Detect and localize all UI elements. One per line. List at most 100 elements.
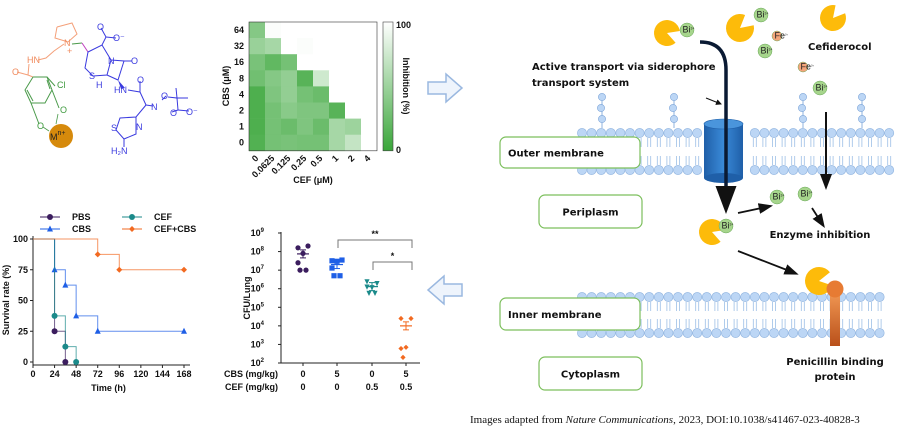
lps-bead [670,115,678,123]
atom-label: N [108,56,115,66]
heatmap-cell [361,38,378,55]
heatmap-cell [313,118,330,135]
x-tick-label: 24 [50,369,60,379]
heatmap-cell [329,86,346,103]
heatmap-cell [249,38,266,55]
cbs-dose: 0 [369,369,374,379]
y-tick-label: 25 [18,326,28,336]
lipid-head [673,165,683,175]
significance-label: ** [371,229,379,239]
porin-channel [704,124,743,178]
heatmap-cell [281,102,298,119]
lipid-head [769,128,779,138]
heatmap-cell [265,70,282,87]
x-tick-label: 144 [155,369,170,379]
y-tick-label: 103 [251,339,265,349]
heatmap-cell [361,118,378,135]
data-point [374,281,380,287]
heatmap-cell [249,86,266,103]
lipid-head [663,165,674,175]
panel-arrows [426,72,464,306]
heatmap-cell [361,86,378,103]
data-point [329,258,335,264]
heatmap-x-tick: 0 [250,153,261,164]
atom-label: H [96,80,103,90]
lipid-head [797,328,808,338]
data-point [181,327,187,334]
lipopolysaccharide [798,93,807,128]
tick-base: 10 [251,228,261,238]
lipid-head [663,128,674,138]
heatmap-cell [265,54,282,71]
data-point [62,281,69,288]
compartment-box-outer-membrane [499,136,641,169]
heatmap-frame [248,21,378,152]
lipid-head [673,128,683,138]
lipid-head [682,165,693,175]
tick-base: 10 [251,339,261,349]
bond [115,104,147,140]
group-4 [398,315,414,361]
heatmap-cell [313,54,330,71]
data-point [398,315,404,322]
lipid-head [615,128,626,138]
binding-arrow [737,250,799,275]
heatmap-cell [329,118,346,135]
atom-label: O⁻ [113,33,125,43]
lipid-head [865,165,875,175]
lipid-head [845,328,856,338]
atom-label: N [151,102,158,112]
ion-charge: 3+ [824,85,828,89]
lipid-head [577,128,587,138]
cef-dose: 0 [300,382,305,392]
left-arrow-icon [426,274,463,306]
compartment-box-cytoplasm [538,356,643,391]
ion-charge: 3+ [769,48,773,52]
significance-bracket [337,239,413,248]
lps-bead [798,104,806,112]
lipid-head [788,328,799,338]
data-point [364,279,370,285]
y-tick-label: 105 [251,302,265,312]
heatmap-cell [345,70,362,87]
line [51,89,60,109]
ion-charge: 3+ [765,12,769,16]
tick-base: 10 [251,284,261,294]
lipid-head [682,328,693,338]
data-point [73,359,80,365]
series-cef-cbs [33,238,187,273]
data-point [366,290,372,296]
bismuth-ion-circle [797,186,813,202]
y-tick-label: 104 [251,321,265,331]
lipid-head [778,165,789,175]
lipid-head [663,328,674,338]
heatmap-cell [345,134,362,152]
survival-step-line [33,238,66,362]
metal-ion-label: Mn+ [50,130,65,142]
bismuth-ion-label: Bi3+ [773,192,785,202]
survival-step-line [33,238,184,271]
x-axis-label: Time (h) [91,383,126,393]
iron-ion-circle [771,30,783,42]
cbs-dose: 5 [334,369,339,379]
ion-symbol: Bi [801,189,809,199]
lipid-head [759,328,770,338]
lipid-head [711,328,722,338]
compartment-box-periplasm [538,194,643,229]
significance-label: * [391,251,395,261]
lipid-head [874,128,885,138]
heatmap-cell [249,22,266,39]
colorbar-label: Inhibition (%) [401,58,411,115]
lipid-head [788,128,799,138]
lipid-head [711,292,722,302]
y-tick-label: 102 [251,358,265,368]
heatmap-cell [281,54,298,71]
ion-symbol: Fe [801,62,812,72]
heatmap-cell [329,22,346,39]
heatmap-cell [345,102,362,119]
heatmap-cell [249,118,266,135]
lipid-head [596,128,607,138]
atom-label: N [64,38,71,48]
